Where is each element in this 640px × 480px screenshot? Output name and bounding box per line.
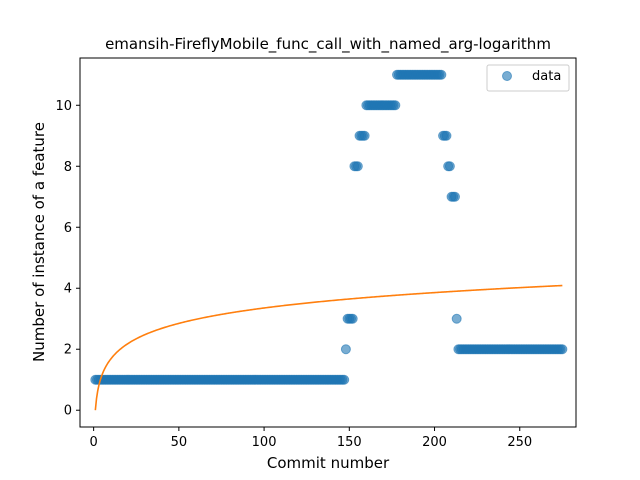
y-tick-label: 8 (64, 160, 72, 175)
x-axis-label: Commit number (267, 454, 390, 472)
data-point (451, 313, 462, 324)
legend: data (486, 64, 570, 92)
data-point (352, 161, 363, 172)
data-point (390, 100, 401, 111)
plot-frame (79, 57, 577, 428)
x-tick-label: 100 (252, 435, 277, 450)
data-points (90, 69, 568, 385)
data-point (444, 161, 455, 172)
x-tick-label: 50 (171, 435, 188, 450)
data-point (359, 130, 370, 141)
x-tick-label: 250 (507, 435, 532, 450)
y-tick-label: 0 (64, 404, 72, 419)
legend-marker (502, 71, 512, 81)
data-point (441, 130, 452, 141)
data-point (347, 313, 358, 324)
y-axis-label: Number of instance of a feature (30, 122, 48, 362)
data-point (340, 344, 351, 355)
data-point (557, 344, 568, 355)
y-tick-label: 4 (64, 282, 72, 297)
y-axis-ticks: 0 2 4 6 8 10 (55, 99, 80, 419)
y-tick-label: 2 (64, 343, 72, 358)
y-tick-label: 6 (64, 221, 72, 236)
x-tick-label: 0 (89, 435, 97, 450)
data-point (436, 69, 447, 80)
data-point (339, 374, 350, 385)
x-tick-label: 150 (337, 435, 362, 450)
y-tick-label: 10 (55, 99, 72, 114)
data-point (449, 191, 460, 202)
x-tick-label: 200 (422, 435, 447, 450)
x-axis-ticks: 0 50 100 150 200 250 (89, 427, 532, 450)
fit-curve (94, 284, 563, 411)
chart-title: emansih-FireflyMobile_func_call_with_nam… (105, 35, 551, 54)
fit-curve-layer (94, 284, 563, 411)
legend-label: data (532, 69, 561, 84)
